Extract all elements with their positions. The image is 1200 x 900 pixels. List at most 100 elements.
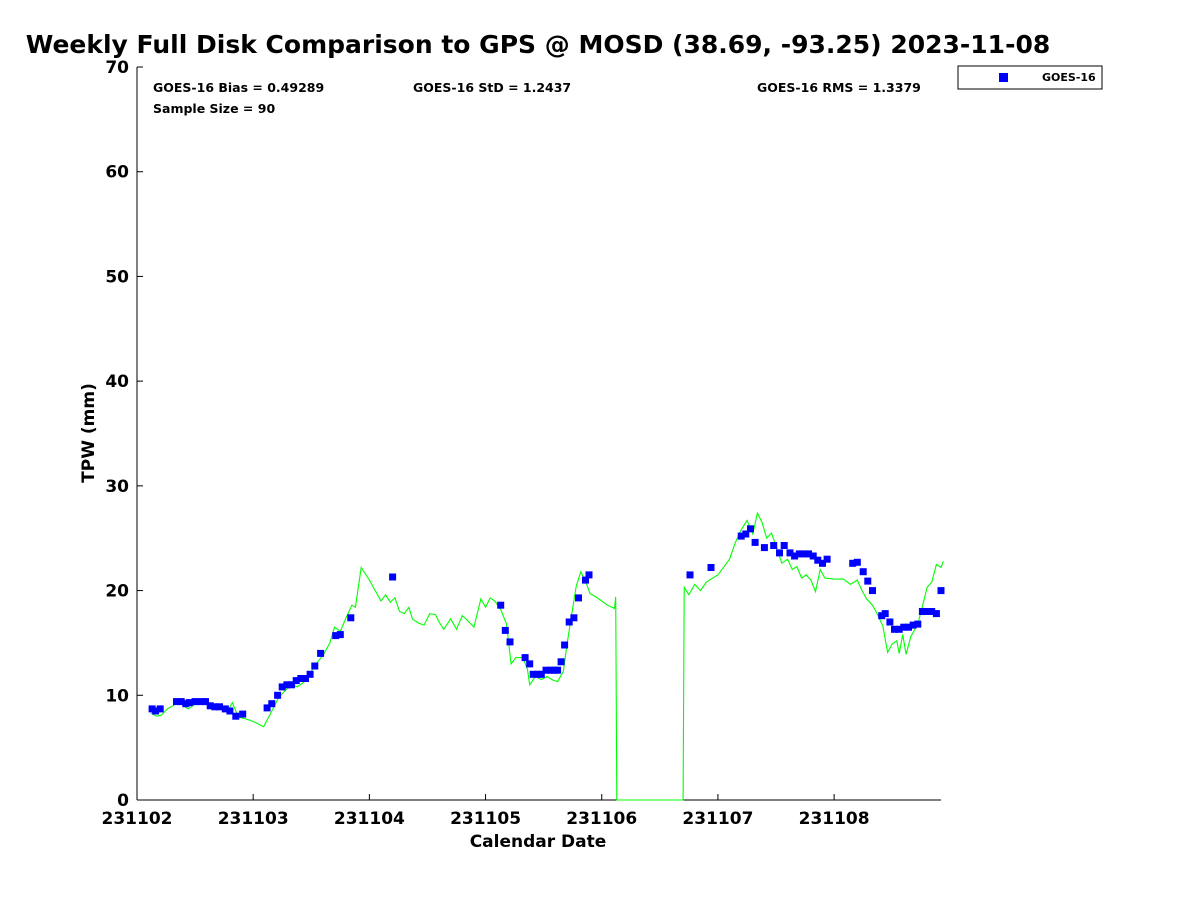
goes16-point [211, 703, 219, 711]
goes16-point [239, 710, 247, 718]
x-tick-label: 231106 [566, 809, 637, 829]
goes16-point [173, 698, 180, 706]
chart-title: Weekly Full Disk Comparison to GPS @ MOS… [26, 30, 1050, 59]
y-tick-label: 50 [105, 267, 129, 287]
goes16-point [557, 658, 565, 666]
goes16-point [283, 681, 291, 689]
goes16-point [537, 670, 545, 678]
goes16-point [881, 610, 889, 618]
goes16-point [206, 702, 214, 710]
goes16-point [554, 666, 562, 674]
goes16-point [232, 712, 240, 720]
x-tick-label: 231105 [450, 809, 521, 829]
goes16-point [226, 707, 234, 715]
goes16-point [317, 649, 325, 657]
y-tick-label: 60 [105, 163, 129, 183]
goes16-point [202, 698, 209, 706]
y-tick-label: 0 [117, 791, 129, 811]
goes16-point [221, 705, 229, 713]
goes16-point [859, 568, 867, 576]
goes16-point [909, 621, 917, 629]
goes16-point [278, 683, 286, 691]
goes16-point [561, 641, 569, 649]
bias-stat: GOES-16 Bias = 0.49289 [153, 80, 324, 95]
goes16-point [707, 564, 715, 571]
goes16-point [937, 587, 945, 595]
goes16-point [177, 698, 185, 706]
x-tick-label: 231102 [102, 809, 173, 829]
goes16-point [751, 538, 759, 546]
y-axis-label: TPW (mm) [79, 383, 99, 483]
x-tick-label: 231104 [334, 809, 405, 829]
y-ticks: 0 10 20 30 40 50 60 70 [105, 58, 143, 811]
goes16-point [191, 698, 199, 706]
goes16-point [805, 550, 812, 558]
goes16-point [185, 699, 193, 707]
y-tick-label: 20 [105, 582, 129, 602]
goes16-point [914, 620, 922, 628]
goes16-point [263, 704, 271, 712]
x-tick-label: 231103 [218, 809, 289, 829]
goes16-point [582, 576, 589, 584]
goes16-point [197, 698, 205, 706]
goes16-point [786, 549, 794, 557]
goes16-point [823, 555, 831, 563]
goes16-point [585, 571, 593, 579]
goes16-point [780, 542, 788, 549]
goes16-point [747, 525, 754, 533]
gps-tpw-line [150, 511, 944, 801]
rms-stat: GOES-16 RMS = 1.3379 [757, 80, 921, 95]
goes16-point [216, 703, 223, 711]
x-tick-label: 231107 [682, 809, 753, 829]
goes16-point [575, 594, 582, 602]
goes16-point [900, 623, 908, 631]
goes16-point [274, 691, 282, 699]
goes16-point [497, 601, 505, 609]
goes16-point [336, 631, 344, 639]
goes16-point [891, 625, 898, 633]
x-tick-label: 231108 [799, 809, 870, 829]
sample-size-stat: Sample Size = 90 [153, 101, 275, 116]
y-tick-label: 30 [105, 477, 129, 497]
y-tick-label: 10 [105, 686, 129, 706]
goes16-point [776, 549, 783, 557]
goes16-point [268, 700, 276, 708]
goes16-point [347, 614, 355, 622]
legend-label-goes16: GOES-16 [1042, 71, 1096, 84]
goes16-point [529, 670, 537, 678]
series-points [148, 525, 945, 720]
goes16-point [297, 675, 305, 682]
goes16-point [332, 632, 340, 640]
goes16-point [288, 681, 295, 689]
goes16-point [737, 532, 745, 540]
goes16-point [152, 707, 160, 715]
goes16-point [928, 608, 936, 615]
series-lines [150, 511, 944, 801]
goes16-point [760, 544, 768, 552]
std-stat: GOES-16 StD = 1.2437 [413, 80, 571, 95]
legend: GOES-16 [957, 65, 1103, 90]
goes16-point [819, 559, 826, 567]
goes16-point [742, 530, 750, 538]
goes16-point [306, 670, 314, 678]
goes16-point [302, 675, 309, 682]
goes16-point [542, 666, 550, 674]
goes16-point [932, 610, 940, 618]
plot-area: 0 10 20 30 40 50 60 70 231102 231103 231104 231105… [102, 58, 945, 829]
goes16-point [770, 542, 778, 549]
goes16-point [570, 614, 578, 622]
y-tick-label: 40 [105, 372, 129, 392]
goes16-point [809, 552, 817, 560]
goes16-point [869, 587, 876, 595]
goes16-point [800, 550, 808, 558]
goes16-point [849, 559, 857, 567]
goes16-point [565, 618, 573, 626]
y-tick-label: 70 [105, 58, 129, 78]
goes16-point [895, 625, 903, 633]
goes16-point [905, 623, 912, 631]
goes16-point [853, 558, 861, 566]
x-ticks: 231102 231103 231104 231105 231106 231107 2311… [102, 794, 870, 829]
goes16-point [791, 552, 799, 560]
goes16-point [795, 550, 803, 558]
goes16-point [389, 573, 397, 581]
